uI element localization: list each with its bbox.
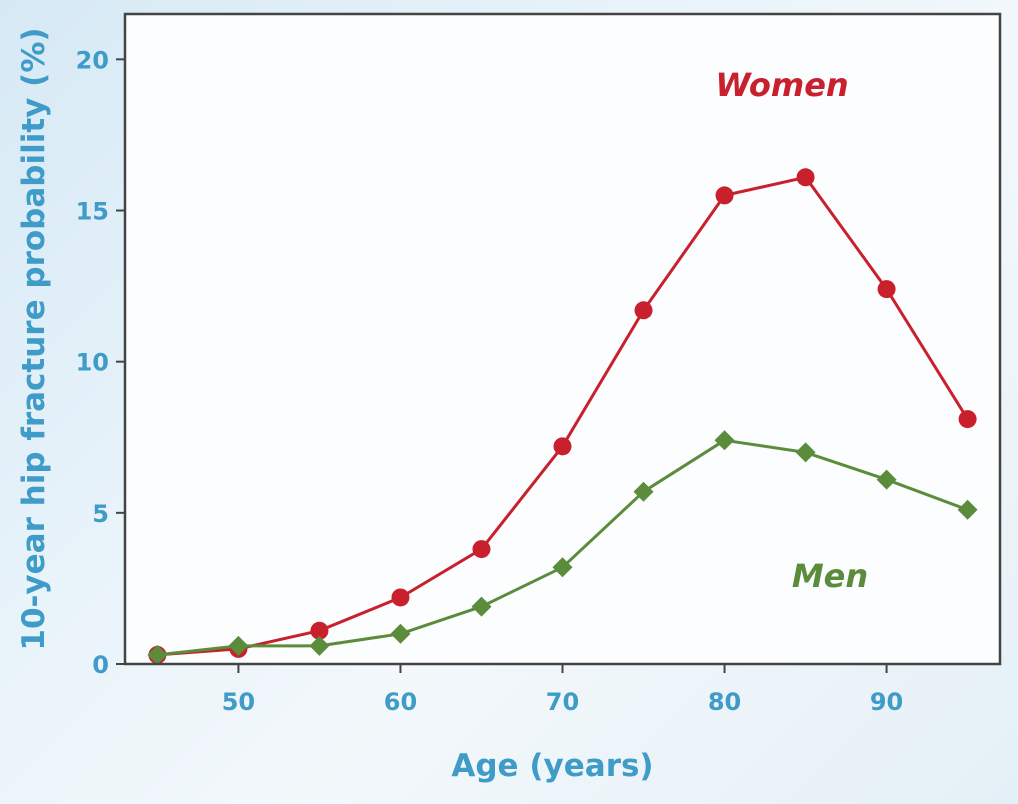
- data-point-men: [390, 623, 411, 644]
- y-tick-label: 10: [76, 349, 109, 377]
- data-point-men: [309, 635, 330, 656]
- data-point-women: [310, 621, 329, 640]
- data-point-men: [552, 557, 573, 578]
- x-tick-label: 60: [384, 688, 417, 716]
- series-labels: Women Men: [715, 66, 868, 595]
- data-point-women: [796, 168, 815, 187]
- x-tick-label: 80: [708, 688, 741, 716]
- series-label-men: Men: [792, 557, 868, 595]
- plot-area: [125, 14, 1000, 664]
- data-point-men: [957, 499, 978, 520]
- data-point-women: [715, 186, 734, 205]
- x-tick-label: 90: [870, 688, 903, 716]
- y-tick-label: 5: [92, 500, 109, 528]
- data-point-men: [714, 430, 735, 451]
- data-point-men: [795, 442, 816, 463]
- data-point-men: [471, 596, 492, 617]
- y-tick-label: 15: [76, 198, 109, 226]
- y-axis-title: 10-year hip fracture probability (%): [16, 27, 52, 650]
- x-tick-label: 50: [222, 688, 255, 716]
- data-point-women: [391, 588, 410, 607]
- y-tick-label: 20: [76, 46, 109, 74]
- series-label-women: Women: [715, 66, 848, 104]
- data-point-women: [553, 437, 572, 456]
- x-axis-title: Age (years): [451, 748, 653, 784]
- data-point-men: [633, 481, 654, 502]
- chart-axes: 0 5 10 15 20 50 60 70 80 90: [76, 46, 904, 716]
- y-tick-label: 0: [92, 651, 109, 679]
- x-tick-label: 70: [546, 688, 579, 716]
- data-point-women: [958, 410, 977, 429]
- data-point-women: [472, 540, 491, 559]
- chart-marks: [147, 168, 978, 665]
- data-point-men: [876, 469, 897, 490]
- data-point-men: [147, 644, 168, 665]
- data-point-men: [228, 635, 249, 656]
- data-point-women: [877, 280, 896, 299]
- series-men: [147, 430, 978, 665]
- data-point-women: [634, 301, 653, 320]
